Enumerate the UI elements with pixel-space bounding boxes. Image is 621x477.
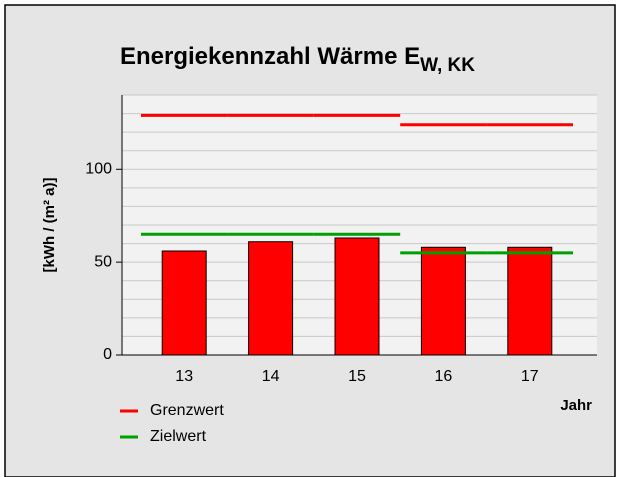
x-tick-label: 15	[348, 368, 366, 385]
bar	[420, 246, 466, 356]
chart-title: Energiekennzahl Wärme EW, KK	[120, 43, 475, 76]
y-tick-label: 100	[85, 161, 112, 178]
x-tick-label: 14	[262, 368, 280, 385]
legend-label: Zielwert	[150, 428, 207, 445]
y-tick-label: 0	[103, 346, 112, 363]
bar	[161, 250, 207, 356]
legend-label: Grenzwert	[150, 402, 224, 419]
bar	[507, 246, 553, 356]
bar	[334, 237, 380, 356]
x-tick-label: 16	[435, 368, 453, 385]
x-axis-label: Jahr	[560, 397, 592, 414]
y-tick-label: 50	[94, 253, 112, 270]
bar	[248, 241, 294, 356]
title-subscript: W, KK	[420, 55, 475, 76]
x-tick-label: 13	[175, 368, 193, 385]
x-tick-label: 17	[521, 368, 539, 385]
title-main: Energiekennzahl Wärme E	[120, 43, 420, 70]
y-axis-label: [kWh / (m² a)]	[41, 178, 58, 273]
